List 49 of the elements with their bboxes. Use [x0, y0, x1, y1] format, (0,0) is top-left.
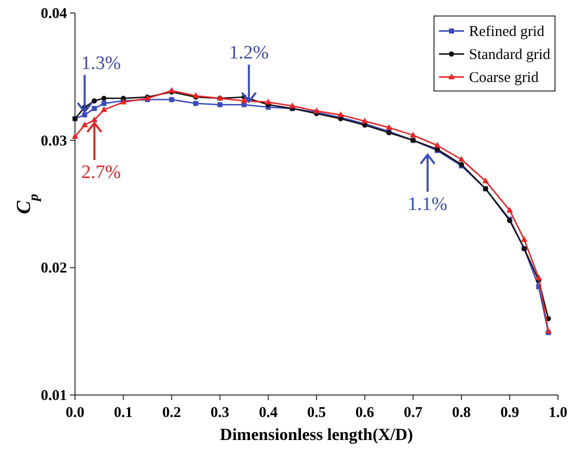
- point: [101, 96, 107, 101]
- x-tick-label: 1.0: [548, 405, 568, 421]
- point: [545, 328, 552, 334]
- x-tick-label: 0.3: [210, 405, 230, 421]
- annotation: 2.7%: [81, 162, 121, 183]
- y-tick-label: 0.04: [40, 6, 68, 22]
- annotation: 1.1%: [408, 194, 448, 215]
- x-tick-label: 0.0: [66, 405, 84, 421]
- x-tick-label: 0.5: [307, 405, 326, 421]
- point: [265, 98, 272, 104]
- point: [82, 112, 88, 118]
- legend-label: Coarse grid: [469, 70, 540, 86]
- x-tick-label: 0.7: [404, 405, 423, 421]
- point: [101, 100, 106, 106]
- point: [520, 236, 528, 242]
- x-tick-label: 0.8: [452, 405, 471, 421]
- point: [289, 102, 296, 108]
- point: [100, 106, 108, 112]
- y-tick-label: 0.01: [40, 388, 67, 404]
- y-tick-label: 0.03: [40, 133, 67, 150]
- x-tick-label: 0.4: [258, 405, 278, 421]
- x-axis-title: Dimensionless length(X/D): [220, 425, 414, 444]
- point: [337, 111, 344, 118]
- point: [458, 156, 465, 162]
- point: [91, 116, 98, 122]
- point: [92, 106, 97, 111]
- point: [506, 206, 513, 213]
- point: [92, 98, 97, 104]
- point: [410, 132, 416, 138]
- x-tick-label: 0.9: [500, 405, 520, 421]
- point: [193, 100, 198, 106]
- point: [482, 178, 489, 184]
- point: [72, 133, 78, 139]
- x-tick-label: 0.6: [355, 405, 375, 421]
- legend-label: Standard grid: [469, 47, 551, 63]
- annotation: 1.3%: [81, 52, 121, 74]
- point: [240, 97, 248, 104]
- point: [217, 102, 222, 108]
- point: [535, 274, 542, 280]
- point: [169, 97, 174, 102]
- annotation: 1.2%: [229, 42, 269, 64]
- legend-label: Refined grid: [469, 24, 545, 40]
- x-tick-label: 0.2: [162, 405, 181, 421]
- x-tick-label: 0.1: [114, 405, 133, 421]
- point: [362, 118, 368, 124]
- point: [81, 122, 88, 128]
- y-tick-label: 0.02: [40, 260, 67, 277]
- point: [434, 142, 440, 148]
- point: [386, 124, 392, 130]
